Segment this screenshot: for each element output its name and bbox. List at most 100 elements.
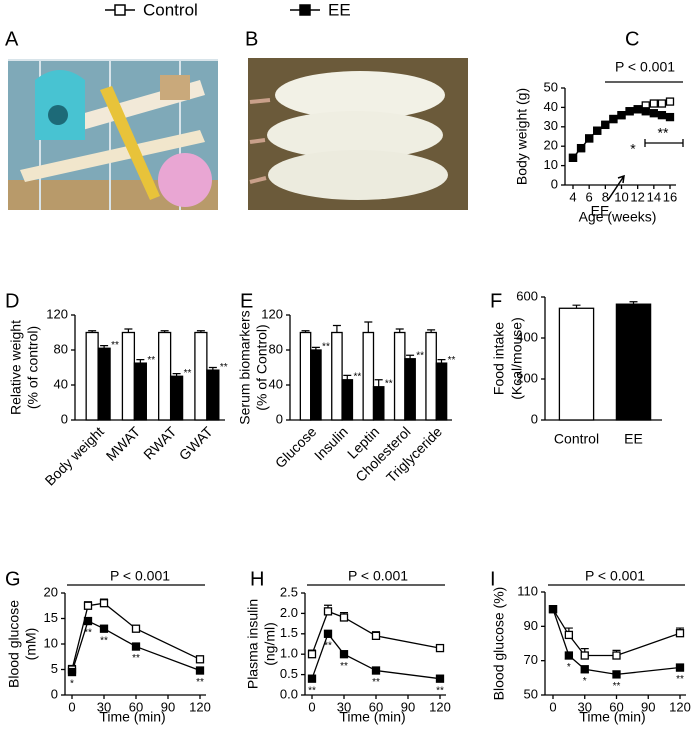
significance: ** (613, 681, 621, 692)
y-axis-label: (Kcal/mouse) (509, 317, 525, 399)
x-tick-label: 0 (308, 699, 315, 714)
sig-bracket (644, 139, 684, 147)
point (593, 126, 602, 135)
x-tick-label: GWAT (176, 423, 216, 463)
bar (435, 362, 448, 421)
y-axis-label: (mM) (23, 628, 39, 661)
y-axis-label: Food intake (491, 322, 507, 395)
y-tick-label: 0.0 (280, 686, 298, 701)
y-tick-label: 2.0 (280, 605, 298, 620)
x-tick-label: 60 (609, 699, 623, 714)
significance: * (567, 662, 571, 673)
significance: ** (436, 685, 444, 696)
x-tick-label: Control (554, 431, 599, 447)
x-tick-label: Body weight (42, 423, 107, 488)
significance: ** (416, 350, 424, 361)
x-tick-label: 10 (614, 189, 628, 204)
y-tick-label: 120 (261, 306, 283, 321)
bar (558, 307, 595, 421)
y-axis-label: (% of Control) (254, 324, 270, 410)
photo-mice (248, 58, 468, 210)
x-tick-label: 14 (647, 189, 661, 204)
error-bar (332, 324, 341, 333)
bar (169, 375, 184, 421)
annotation: EE (591, 203, 610, 219)
y-axis-label: (% of control) (25, 326, 41, 409)
panel-label: G (5, 568, 21, 590)
x-tick-label: Glucose (272, 423, 320, 471)
point (612, 670, 621, 679)
bar (133, 362, 147, 421)
bar (158, 331, 172, 421)
legend-label: Control (143, 0, 198, 19)
significance: ** (196, 677, 204, 688)
y-tick-label: 110 (517, 583, 538, 598)
y-tick-label: 400 (516, 329, 538, 344)
point (131, 624, 141, 633)
annotation: P < 0.001 (110, 568, 170, 584)
x-tick-label: 4 (569, 189, 576, 204)
y-axis-label: Serum biomarkers (237, 310, 253, 424)
annotation: ** (658, 125, 669, 141)
x-tick-label: 30 (337, 699, 351, 714)
bar (393, 331, 406, 421)
point (633, 105, 642, 114)
point (641, 107, 650, 116)
y-tick-label: 70 (524, 652, 538, 667)
point (665, 112, 675, 122)
panel-label: C (625, 28, 639, 50)
point (609, 114, 618, 124)
x-tick-label: 60 (369, 699, 383, 714)
y-axis-label: Body weight (g) (514, 88, 530, 185)
y-tick-label: 50 (544, 79, 558, 94)
x-tick-label: 30 (97, 699, 111, 714)
x-tick-label: 120 (189, 699, 211, 714)
point (83, 601, 93, 610)
point (617, 111, 626, 120)
point (612, 651, 621, 660)
x-tick-label: 16 (663, 189, 677, 204)
x-tick-label: 60 (129, 699, 143, 714)
bar (206, 369, 220, 421)
y-axis-label: Blood glucose (6, 600, 22, 688)
y-tick-label: 600 (516, 288, 538, 303)
significance: * (70, 679, 74, 690)
point (435, 674, 445, 683)
point (195, 666, 205, 675)
y-tick-label: 0 (51, 686, 58, 701)
y-tick-label: 0 (61, 411, 68, 426)
point (657, 99, 667, 108)
significance: ** (372, 677, 380, 688)
y-tick-label: 50 (524, 686, 538, 701)
point (323, 629, 333, 638)
point (580, 665, 589, 674)
y-tick-label: 1.5 (280, 625, 298, 640)
point (601, 120, 610, 130)
annotation: * (630, 141, 636, 157)
x-tick-label: 90 (161, 699, 175, 714)
point (548, 605, 558, 614)
x-tick-label: 90 (401, 699, 415, 714)
bar (404, 358, 416, 421)
error-bar (364, 321, 373, 333)
error-bar (374, 379, 383, 387)
bar (615, 303, 652, 421)
bar (194, 331, 208, 421)
y-tick-label: 40 (269, 376, 283, 391)
significance: ** (353, 371, 361, 382)
point (99, 624, 109, 633)
y-tick-label: 0 (531, 411, 538, 426)
bar (372, 386, 385, 421)
y-tick-label: 20 (544, 138, 558, 153)
point (99, 599, 109, 608)
y-axis-label: Plasma insulin (245, 599, 261, 689)
x-tick-label: 6 (586, 189, 593, 204)
significance: ** (324, 640, 332, 651)
point (585, 134, 594, 143)
point (339, 613, 349, 622)
y-tick-label: 200 (516, 370, 538, 385)
x-tick-label: 12 (630, 189, 644, 204)
x-tick-label: 90 (641, 699, 655, 714)
y-tick-label: 10 (44, 635, 58, 650)
point (67, 667, 77, 677)
